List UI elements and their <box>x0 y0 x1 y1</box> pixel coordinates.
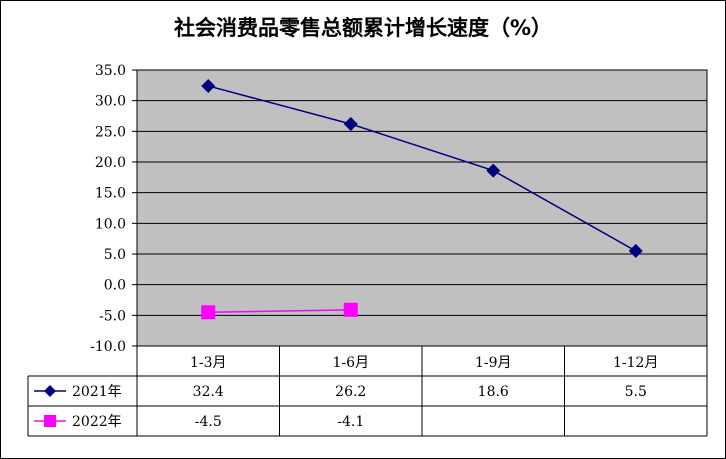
data-point-square <box>201 305 216 320</box>
y-tick-label: 15.0 <box>95 186 126 202</box>
y-tick-label: 20.0 <box>95 155 126 171</box>
series-line <box>208 85 637 252</box>
data-point-diamond <box>343 116 358 131</box>
y-tick-label: -10.0 <box>90 339 126 355</box>
series-line <box>208 309 351 314</box>
plot-area <box>136 69 708 347</box>
y-tick-label: 30.0 <box>95 94 126 110</box>
legend-label: 2022年 <box>72 414 122 430</box>
legend-label: 2021年 <box>72 384 122 400</box>
data-label: -4.1 <box>337 414 364 430</box>
data-label: 5.5 <box>625 384 647 400</box>
data-label: 18.6 <box>478 384 509 400</box>
y-tick-label: 10.0 <box>95 216 126 232</box>
y-tick-label: 35.0 <box>95 63 126 79</box>
data-point-square <box>343 302 358 317</box>
x-tick-label: 1-12月 <box>613 355 658 371</box>
legend-marker-diamond <box>44 385 56 397</box>
x-tick-label: 1-3月 <box>190 355 227 371</box>
data-label: 32.4 <box>193 384 224 400</box>
data-point-diamond <box>628 243 643 258</box>
y-tick-label: 0.0 <box>104 278 126 294</box>
y-tick-label: -5.0 <box>99 308 126 324</box>
x-tick-label: 1-9月 <box>475 355 512 371</box>
x-tick-label: 1-6月 <box>332 355 369 371</box>
data-label: -4.5 <box>195 414 222 430</box>
y-tick-label: 5.0 <box>104 247 126 263</box>
legend-marker-square <box>44 415 56 427</box>
data-point-diamond <box>486 163 501 178</box>
chart-title: 社会消费品零售总额累计增长速度（%） <box>173 16 553 40</box>
data-label: 26.2 <box>335 384 366 400</box>
y-tick-label: 25.0 <box>95 124 126 140</box>
data-point-diamond <box>201 78 216 93</box>
